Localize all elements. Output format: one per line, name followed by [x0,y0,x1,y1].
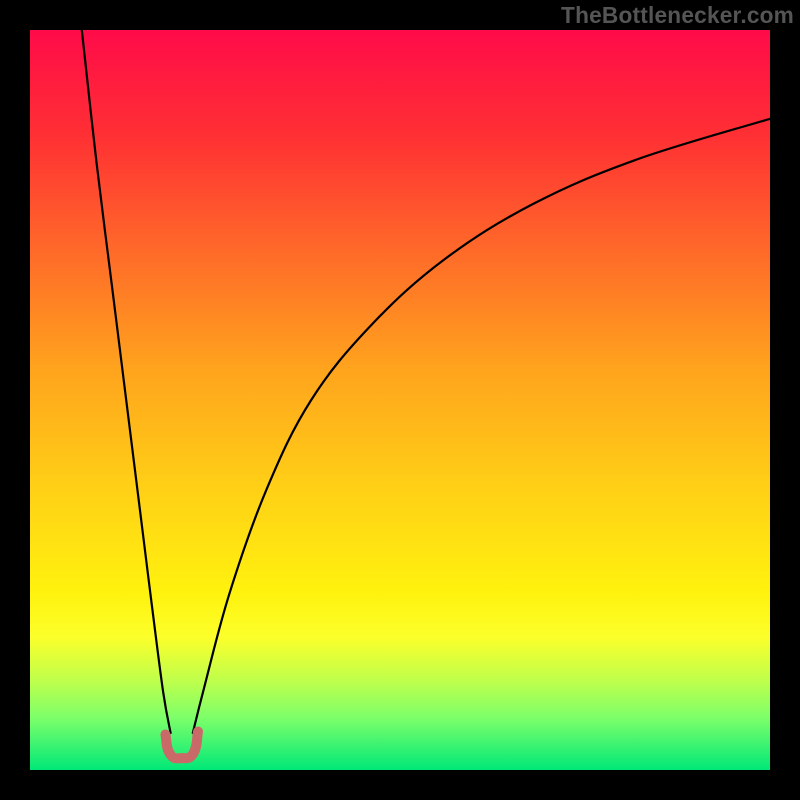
chart-frame: TheBottlenecker.com [0,0,800,800]
plot-background [30,30,770,770]
chart-svg [0,0,800,800]
